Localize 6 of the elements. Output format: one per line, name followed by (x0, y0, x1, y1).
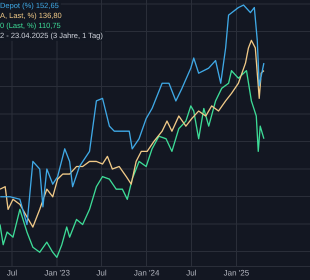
x-tick-label: Jan '25 (224, 268, 250, 278)
x-tick-label: Jul (186, 268, 197, 278)
x-tick-label: Jan '23 (44, 268, 70, 278)
x-tick-label: Jul (6, 268, 18, 278)
x-tick-label: Jan '24 (134, 268, 160, 278)
x-tick-label: Jul (96, 268, 107, 278)
